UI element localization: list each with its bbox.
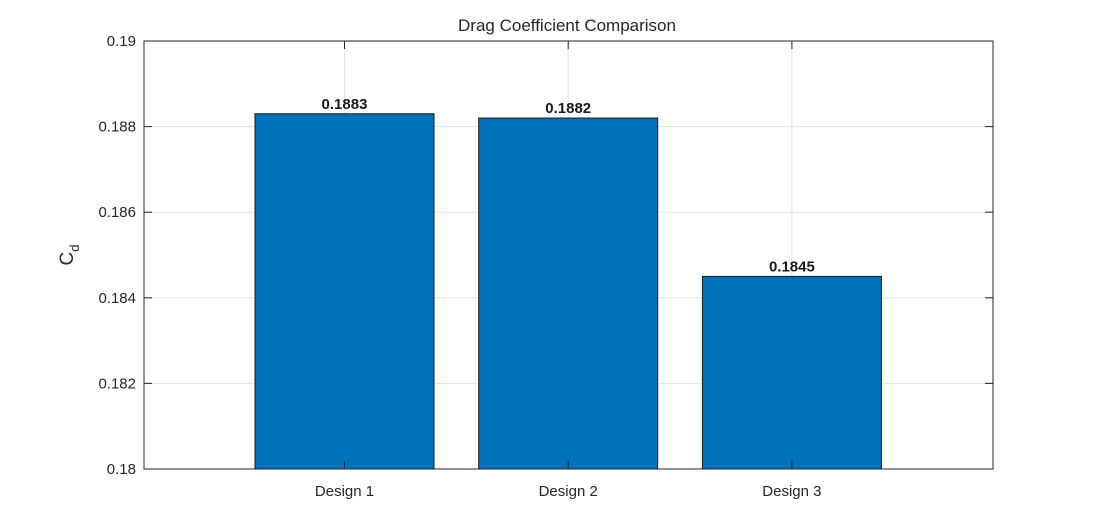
y-axis-label-subscript: d xyxy=(67,245,82,252)
axes xyxy=(143,40,994,470)
chart-title: Drag Coefficient Comparison xyxy=(458,16,676,35)
x-tick-label: Design 2 xyxy=(539,483,598,500)
value-labels: 0.1883 0.1882 0.1845 xyxy=(322,96,815,276)
bar-design-1 xyxy=(254,113,435,470)
bar-value-label: 0.1882 xyxy=(545,100,591,117)
y-tick-label: 0.19 xyxy=(107,33,136,50)
y-tick-label: 0.186 xyxy=(98,204,136,221)
bar-value-label: 0.1883 xyxy=(322,96,368,113)
y-axis-label-main: C xyxy=(57,252,78,266)
bar-value-label: 0.1845 xyxy=(769,258,815,275)
x-tick-label: Design 3 xyxy=(762,483,821,500)
bar-design-2 xyxy=(478,117,659,470)
y-tick-label: 0.182 xyxy=(98,375,136,392)
tick-labels: 0.18 0.182 0.184 0.186 0.188 0.19 Design 1 Desi… xyxy=(98,33,821,500)
y-tick-label: 0.184 xyxy=(98,290,136,307)
y-tick-label: 0.188 xyxy=(98,119,136,136)
y-axis-label: Cd xyxy=(57,245,82,266)
y-tick-label: 0.18 xyxy=(107,461,136,478)
x-tick-label: Design 1 xyxy=(315,483,374,500)
bars xyxy=(254,113,882,470)
bar-design-3 xyxy=(701,275,882,470)
